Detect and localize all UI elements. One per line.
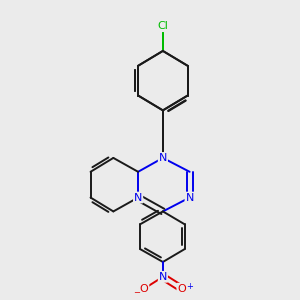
Text: O: O bbox=[140, 284, 148, 294]
Text: N: N bbox=[185, 193, 194, 202]
Text: +: + bbox=[186, 282, 193, 291]
Text: O: O bbox=[177, 284, 186, 294]
Text: N: N bbox=[159, 272, 167, 282]
Text: N: N bbox=[134, 193, 142, 202]
Text: −: − bbox=[133, 288, 140, 297]
Text: Cl: Cl bbox=[158, 21, 168, 31]
Text: N: N bbox=[159, 153, 167, 163]
